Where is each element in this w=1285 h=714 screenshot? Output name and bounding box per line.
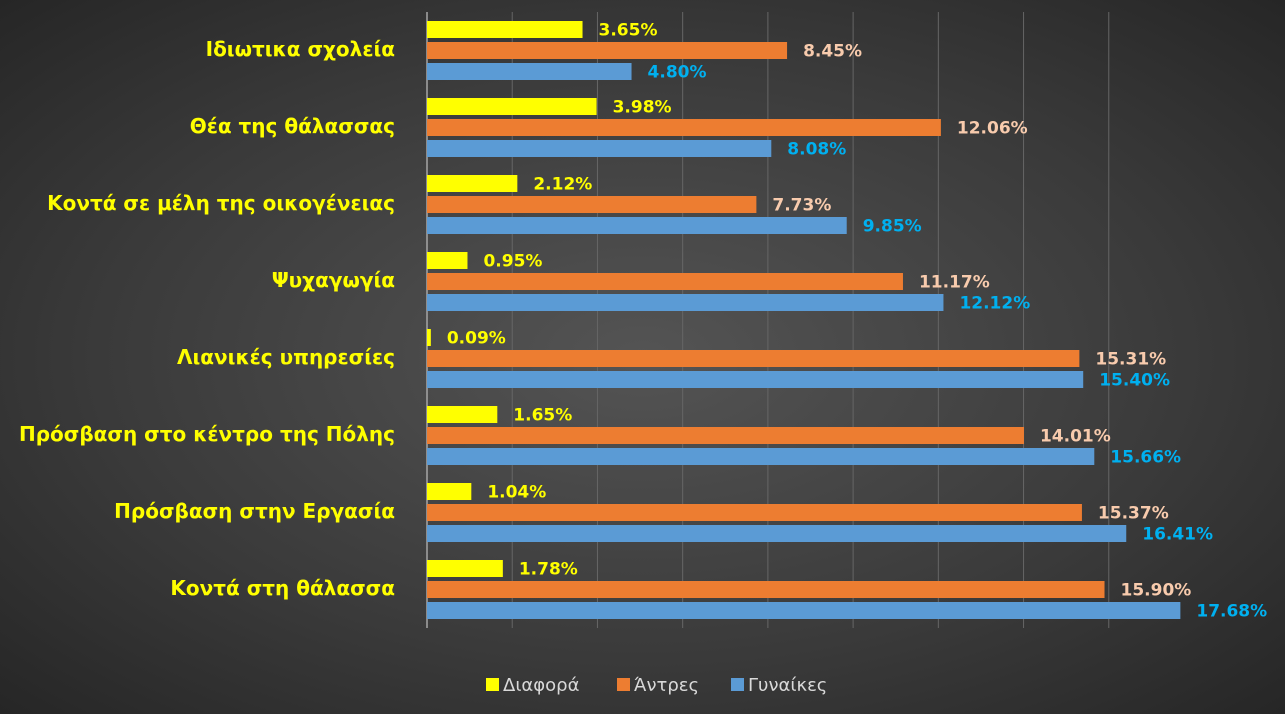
data-label: 7.73% — [772, 196, 831, 216]
data-label: 12.06% — [957, 119, 1028, 139]
data-label: 14.01% — [1040, 427, 1111, 447]
category-label: Κοντά σε μέλη της οικογένειας — [47, 191, 395, 215]
category-label: Λιανικές υπηρεσίες — [177, 345, 395, 369]
data-label: 0.09% — [447, 329, 506, 349]
data-label: 2.12% — [533, 175, 592, 195]
bar — [427, 175, 518, 192]
data-label: 15.37% — [1098, 504, 1169, 524]
bar — [427, 329, 431, 346]
bar — [427, 581, 1105, 598]
data-label: 3.65% — [599, 21, 658, 41]
data-label: 15.40% — [1099, 371, 1170, 391]
bar — [427, 448, 1095, 465]
bar — [427, 140, 772, 157]
bar — [427, 427, 1024, 444]
bar — [427, 217, 847, 234]
legend-label: Άντρες — [634, 675, 699, 696]
bar — [427, 42, 788, 59]
data-label: 11.17% — [919, 273, 990, 293]
bar — [427, 406, 498, 423]
data-label: 8.08% — [787, 140, 846, 160]
bar — [427, 350, 1080, 367]
category-label: Ψυχαγωγία — [272, 268, 395, 292]
legend-label: Διαφορά — [503, 675, 579, 696]
bar — [427, 119, 941, 136]
data-label: 1.04% — [487, 483, 546, 503]
data-label: 15.31% — [1095, 350, 1166, 370]
bar — [427, 371, 1084, 388]
bar — [427, 273, 903, 290]
category-label: Πρόσβαση στην Εργασία — [114, 499, 395, 523]
data-label: 15.90% — [1121, 581, 1192, 601]
legend-swatch — [617, 678, 630, 691]
legend-swatch — [731, 678, 744, 691]
legend-swatch — [486, 678, 499, 691]
data-label: 9.85% — [863, 217, 922, 237]
data-label: 8.45% — [803, 42, 862, 62]
data-label: 17.68% — [1196, 602, 1267, 622]
data-label: 15.66% — [1110, 448, 1181, 468]
bar — [427, 560, 503, 577]
category-label: Κοντά στη θάλασσα — [170, 576, 395, 600]
data-label: 1.78% — [519, 560, 578, 580]
bar — [427, 252, 468, 269]
data-label: 1.65% — [513, 406, 572, 426]
data-label: 0.95% — [483, 252, 542, 272]
bar — [427, 63, 632, 80]
bar — [427, 98, 597, 115]
bar — [427, 602, 1181, 619]
data-label: 12.12% — [959, 294, 1030, 314]
bar — [427, 21, 583, 38]
bar — [427, 196, 757, 213]
bar — [427, 504, 1082, 521]
category-label: Πρόσβαση στο κέντρο της Πόλης — [19, 422, 395, 446]
bar — [427, 294, 944, 311]
legend-label: Γυναίκες — [748, 675, 827, 696]
bar — [427, 525, 1127, 542]
data-label: 4.80% — [648, 63, 707, 83]
data-label: 3.98% — [613, 98, 672, 118]
data-label: 16.41% — [1142, 525, 1213, 545]
bar — [427, 483, 472, 500]
category-label: Θέα της θάλασσας — [190, 114, 395, 138]
category-label: Ιδιωτικα σχολεία — [206, 37, 395, 61]
